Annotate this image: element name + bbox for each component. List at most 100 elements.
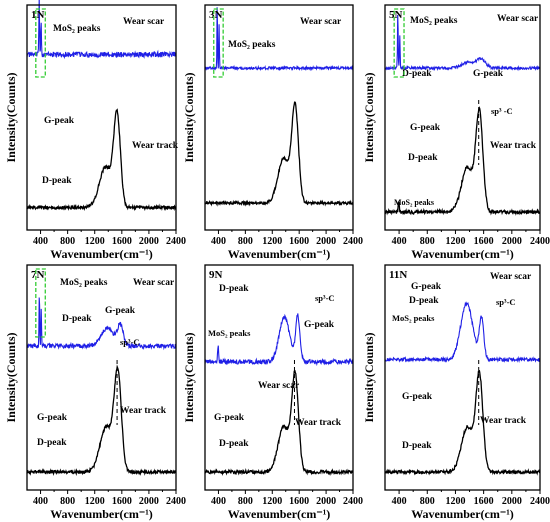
annotation-label: D-peak [409,296,439,306]
annotation-label: Wear track [132,141,179,151]
annotation-label: G-peak [411,282,442,292]
x-tick-label: 2400 [343,496,363,507]
series-line-wear-scar [26,297,177,351]
panel-label: 3N [209,9,223,21]
x-tick-label: 2000 [139,236,159,247]
x-tick-label: 1200 [445,496,465,507]
series-line-wear-track [204,101,354,207]
x-tick-label: 2000 [316,236,336,247]
annotation-label: Wear scar [300,17,342,27]
x-tick-label: 2400 [343,236,363,247]
mos2-highlight-box [35,268,46,338]
x-tick-label: 1200 [85,236,105,247]
x-tick-label: 1200 [262,496,282,507]
plot-frame [204,264,354,491]
series-line-wear-scar [26,0,177,60]
x-tick-label: 1600 [112,236,132,247]
series-line-wear-scar [204,313,354,367]
x-tick-label: 2400 [166,236,186,247]
panel-1N: 400 800 1200 1600 2000 2400 Wavenumber(cm⁻¹) In… [4,0,186,261]
y-axis-label: Intensity(Counts) [4,332,18,422]
x-tick-label: 1200 [85,496,105,507]
x-tick-label: 1200 [262,236,282,247]
series-line-wear-track [204,369,354,476]
panel-3N: 400 800 1200 1600 2000 2400 Wavenumber(cm⁻¹) In… [182,4,363,261]
x-tick-label: 400 [392,236,407,247]
annotation-label: G-peak [44,116,75,126]
series-line-wear-scar [204,7,354,72]
annotation-label: Wear track [480,416,527,426]
annotation-label: MoS₂ peaks [394,198,434,207]
annotation-label: MoS₂ peaks [60,278,108,288]
plot-frame [384,264,541,491]
annotation-label: G-peak [473,69,504,79]
annotation-label: MoS₂ peaks [392,313,435,323]
annotation-label: D-peak [408,153,438,163]
annotation-label: G-peak [214,413,245,423]
x-tick-label: 400 [33,496,48,507]
x-tick-label: 400 [33,236,48,247]
x-axis-label: Wavenumber(cm⁻¹) [50,247,153,261]
x-tick-label: 800 [420,496,435,507]
x-tick-label: 1600 [289,236,309,247]
x-tick-label: 800 [420,236,435,247]
x-tick-label: 2000 [139,496,159,507]
series-line-wear-track [384,106,541,216]
annotation-label: sp³ -C [491,106,513,116]
annotation-label: Wear scar [133,278,175,288]
annotation-label: D-peak [62,314,92,324]
x-tick-label: 1600 [112,496,132,507]
x-tick-label: 2000 [316,496,336,507]
mos2-highlight-box [35,8,46,78]
annotation-label: Wear track [295,418,342,428]
x-axis-label: Wavenumber(cm⁻¹) [228,507,331,521]
x-tick-label: 1600 [474,496,494,507]
plot-frame [26,4,177,231]
plot-frame [384,4,541,231]
annotation-label: MoS₂ peaks [410,16,458,26]
annotation-label: MoS₂ peaks [208,328,251,338]
annotation-label: G-peak [304,320,335,330]
x-tick-label: 800 [60,496,75,507]
x-tick-label: 400 [392,496,407,507]
y-axis-label: Intensity(Counts) [182,72,196,162]
x-tick-label: 1600 [289,496,309,507]
x-tick-label: 2000 [502,496,522,507]
x-tick-label: 800 [238,236,253,247]
panel-label: 5N [389,9,403,21]
x-tick-label: 2000 [502,236,522,247]
series-line-wear-scar [384,14,541,72]
panel-label: 9N [209,269,223,281]
annotation-label: G-peak [402,392,433,402]
annotation-label: Wear track [490,141,537,151]
plot-frame [204,4,354,231]
panel-9N: 400 800 1200 1600 2000 2400 Wavenumber(cm⁻¹) In… [182,264,363,521]
annotation-label: MoS₂ peaks [228,40,276,50]
annotation-label: MoS₂ peaks [53,24,101,34]
series-line-wear-track [26,364,176,476]
panel-label: 1N [31,9,45,21]
x-tick-label: 2400 [530,496,550,507]
annotation-label: Wear track [120,406,167,416]
y-axis-label: Intensity(Counts) [4,72,18,162]
annotation-label: D-peak [402,441,432,451]
annotation-label: D-peak [219,439,249,449]
annotation-label: D-peak [219,284,249,294]
y-axis-label: Intensity(Counts) [362,332,376,422]
x-tick-label: 400 [211,236,226,247]
x-axis-label: Wavenumber(cm⁻¹) [411,247,514,261]
annotation-label: G-peak [37,413,68,423]
series-line-wear-track [384,370,541,476]
annotation-label: D-peak [37,438,67,448]
panel-11N: 400 800 1200 1600 2000 2400 Wavenumber(cm⁻¹) In… [362,264,550,521]
annotation-label: D-peak [402,69,432,79]
annotation-label: G-peak [410,123,441,133]
annotation-label: sp³-C [496,297,516,307]
annotation-label: G-peak [105,306,136,316]
y-axis-label: Intensity(Counts) [182,332,196,422]
x-tick-label: 1200 [445,236,465,247]
y-axis-label: Intensity(Counts) [362,72,376,162]
x-tick-label: 2400 [530,236,550,247]
x-tick-label: 800 [238,496,253,507]
panel-label: 11N [389,269,407,281]
